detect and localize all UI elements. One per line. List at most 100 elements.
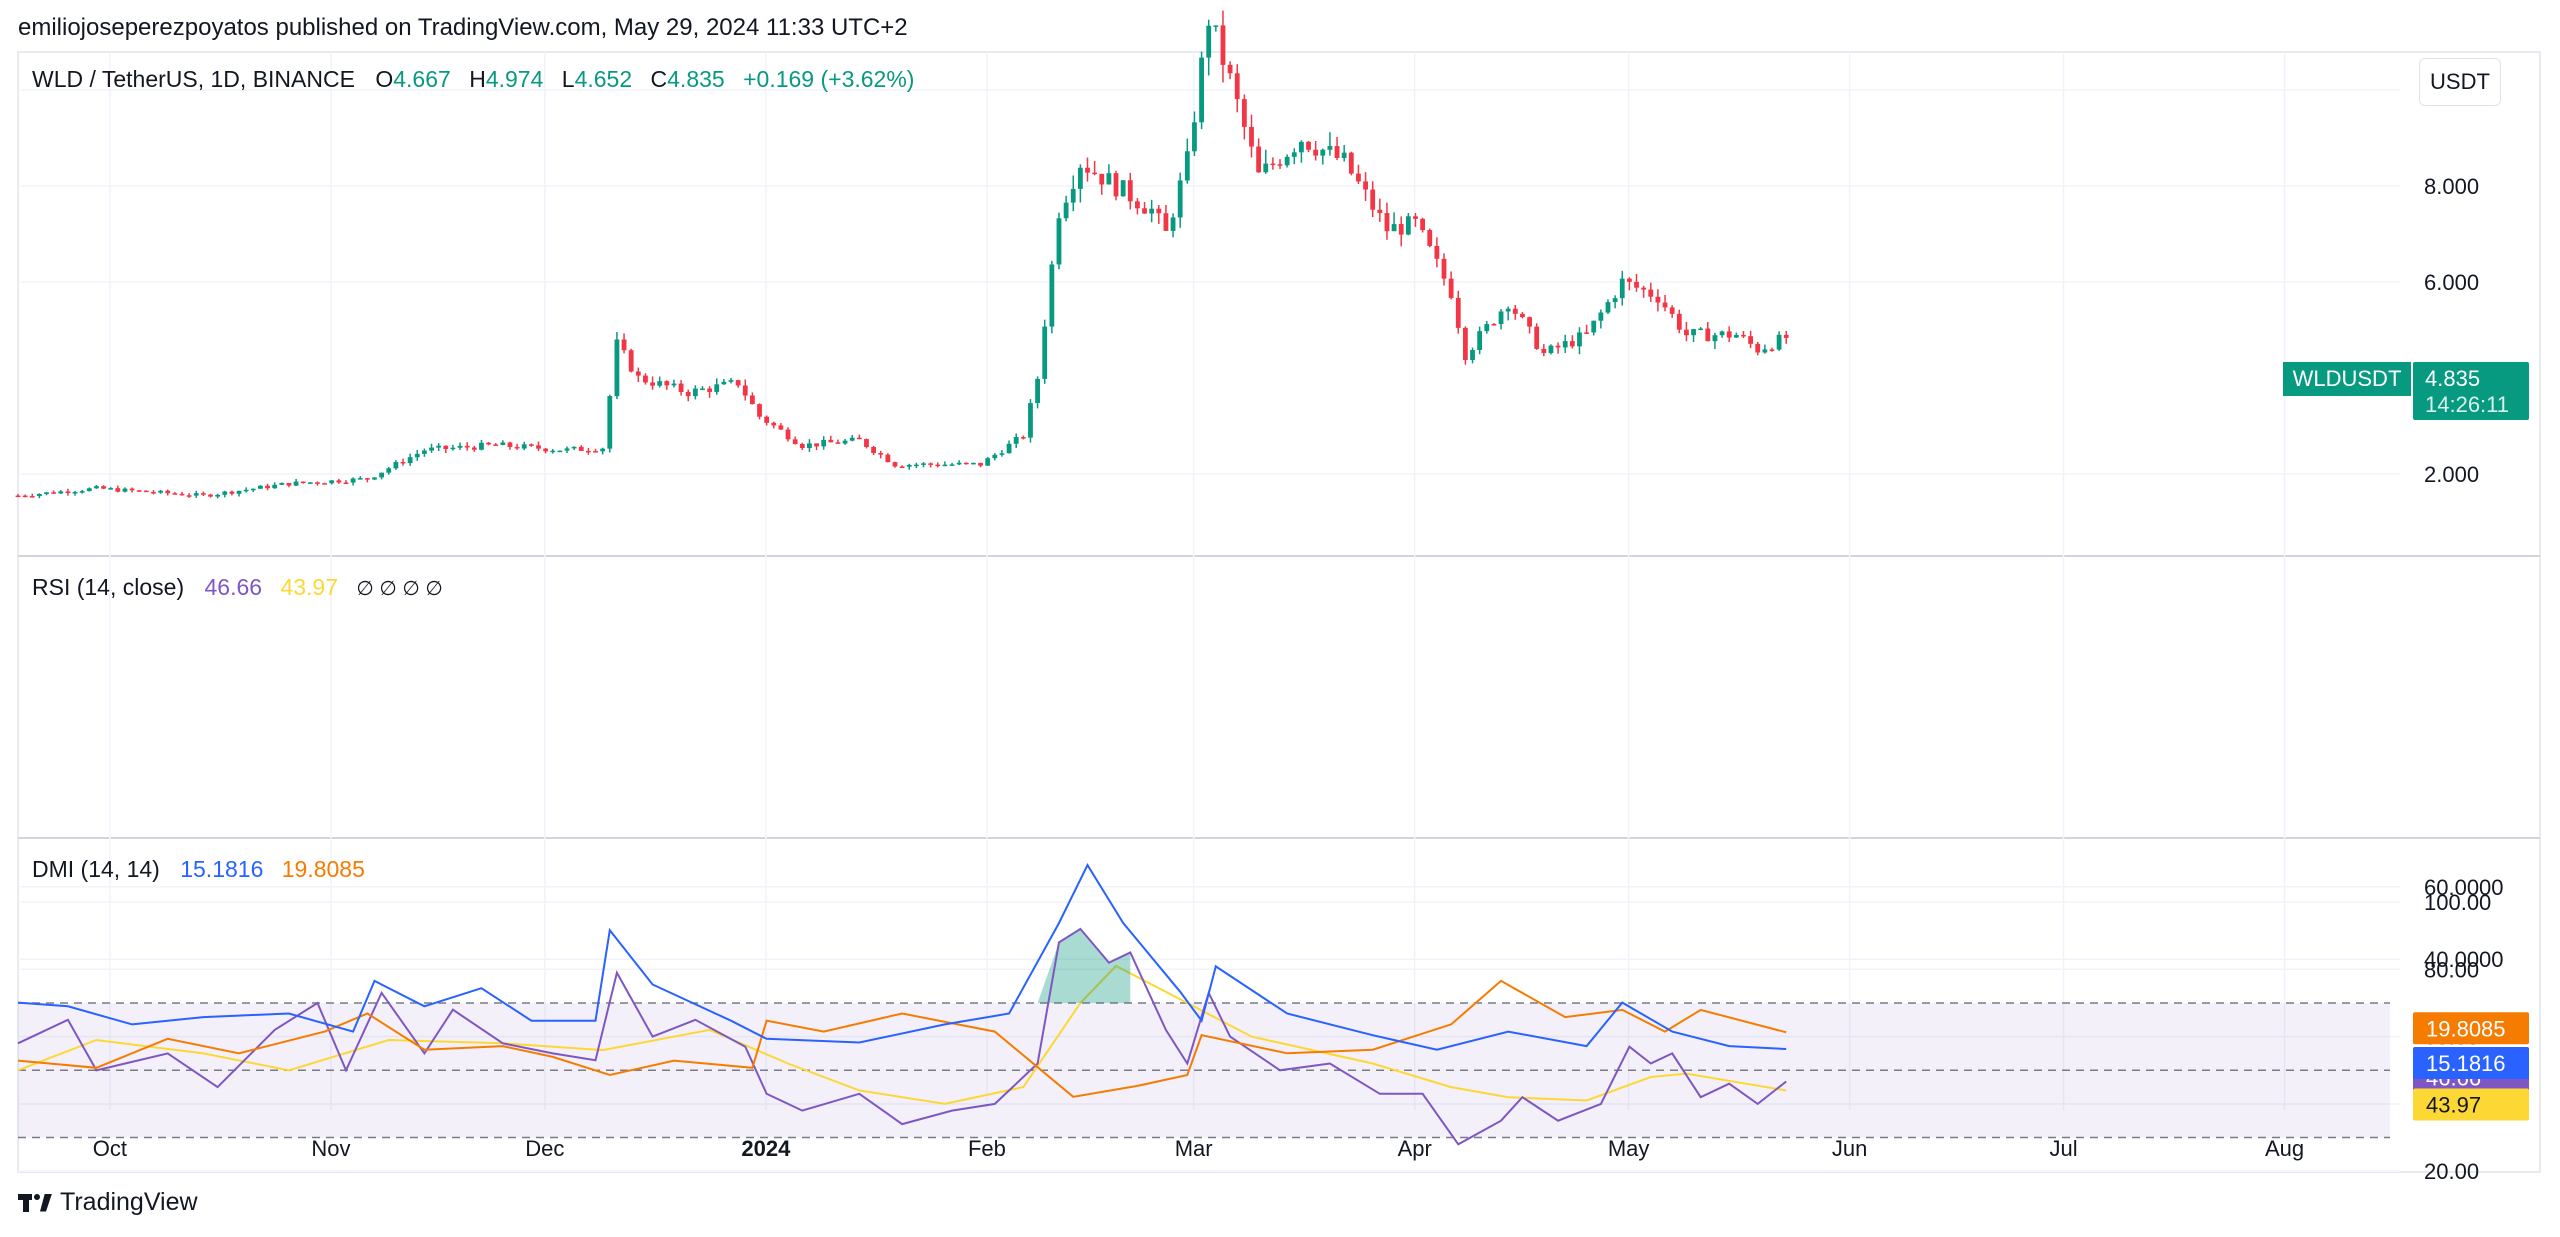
rsi-line <box>17 927 1787 1146</box>
candle-body <box>1213 25 1219 27</box>
candle-body <box>72 492 78 494</box>
x-tick-label: Oct <box>93 1136 127 1161</box>
candle-body <box>507 442 513 447</box>
candle-body <box>1584 332 1589 334</box>
rsi-ma-value-tag: 43.97 <box>2426 1093 2481 1118</box>
candle-body <box>1520 313 1525 318</box>
tradingview-logo-icon <box>18 1192 52 1214</box>
candle-body <box>65 491 71 494</box>
candle-body <box>657 381 663 386</box>
candle-body <box>1306 141 1311 150</box>
x-tick-label: Jun <box>1832 1136 1867 1161</box>
candle-body <box>1641 287 1647 290</box>
candle-body <box>51 492 57 494</box>
candle-body <box>94 486 99 489</box>
candle-body <box>1070 188 1076 203</box>
y-tick-label: 60.0000 <box>2424 875 2504 900</box>
candle-body <box>1006 443 1012 454</box>
candle-body <box>1420 218 1426 231</box>
candle-body <box>15 495 21 498</box>
x-tick-label: 2024 <box>741 1136 791 1161</box>
candle-body <box>136 490 142 492</box>
low-value: 4.652 <box>574 66 633 92</box>
candle-body <box>1092 172 1098 175</box>
candle-body <box>1462 327 1468 361</box>
candle-body <box>621 339 627 351</box>
candle-body <box>1063 202 1069 219</box>
candle-body <box>44 492 49 495</box>
candle-body <box>1384 213 1390 232</box>
candle-body <box>643 375 648 383</box>
candle-body <box>593 451 598 453</box>
candle-body <box>600 448 606 452</box>
candle-body <box>1341 152 1347 158</box>
candle-body <box>557 450 563 453</box>
di-minus-line <box>17 979 1787 1098</box>
candle-body <box>1120 180 1126 197</box>
candle-body <box>86 488 92 492</box>
candle-body <box>849 437 855 441</box>
candle-body <box>635 371 641 376</box>
candle-body <box>771 422 777 426</box>
candle-body <box>208 494 213 497</box>
candle-body <box>101 486 106 489</box>
tradingview-brand[interactable]: TradingView <box>18 1188 198 1217</box>
di-minus-value-tag-bg <box>2413 1012 2529 1045</box>
candle-body <box>1377 209 1383 214</box>
candle-body <box>429 447 434 451</box>
candle-body <box>464 445 470 448</box>
symbol-label: WLD / TetherUS, 1D, BINANCE <box>32 66 355 92</box>
candle-body <box>1163 213 1169 231</box>
x-tick-label: Apr <box>1398 1136 1432 1161</box>
candle-body <box>749 395 755 405</box>
candle-body <box>835 442 841 444</box>
candle-body <box>1263 163 1269 173</box>
candle-body <box>1427 230 1433 246</box>
candle-body <box>785 429 791 440</box>
candle-body <box>1619 278 1625 299</box>
candle-body <box>1348 152 1354 174</box>
candle-body <box>493 444 499 446</box>
candle-body <box>614 339 620 397</box>
candle-body <box>1056 218 1062 265</box>
candle-body <box>151 491 156 494</box>
candle-body <box>1135 201 1140 209</box>
candle-body <box>1149 208 1155 214</box>
candle-body <box>742 385 748 396</box>
candle-body <box>307 482 313 484</box>
candle-body <box>1705 328 1711 342</box>
close-value: 4.835 <box>667 66 725 92</box>
currency-button[interactable]: USDT <box>2419 58 2501 106</box>
candle-body <box>1234 73 1240 100</box>
candle-body <box>999 453 1005 455</box>
candle-body <box>1448 278 1454 298</box>
candle-body <box>1434 245 1440 259</box>
candle-body <box>885 454 891 463</box>
open-label: O <box>375 66 394 92</box>
y-tick-label: 80.00 <box>2424 957 2479 982</box>
candle-body <box>1156 208 1162 214</box>
candle-body <box>814 443 819 447</box>
candle-body <box>122 488 128 492</box>
x-tick-label: Nov <box>311 1136 350 1161</box>
high-label: H <box>469 66 486 92</box>
candle-body <box>1227 64 1233 74</box>
candle-body <box>1363 181 1368 190</box>
candle-body <box>1612 298 1618 303</box>
candle-body <box>757 404 762 417</box>
rsi-ma-value: 43.97 <box>280 574 339 600</box>
candle-body <box>892 462 898 467</box>
candle-body <box>671 383 677 386</box>
candle-body <box>1042 326 1048 379</box>
main-legend: WLD / TetherUS, 1D, BINANCE O4.667 H4.97… <box>32 66 920 93</box>
candle-body <box>193 493 199 496</box>
candle-body <box>878 452 884 455</box>
x-tick-label: May <box>1608 1136 1650 1161</box>
series-layer <box>15 10 1789 1146</box>
low-label: L <box>561 66 575 92</box>
candle-body <box>1320 149 1326 156</box>
candle-body <box>571 446 577 449</box>
candle-body <box>286 483 292 486</box>
